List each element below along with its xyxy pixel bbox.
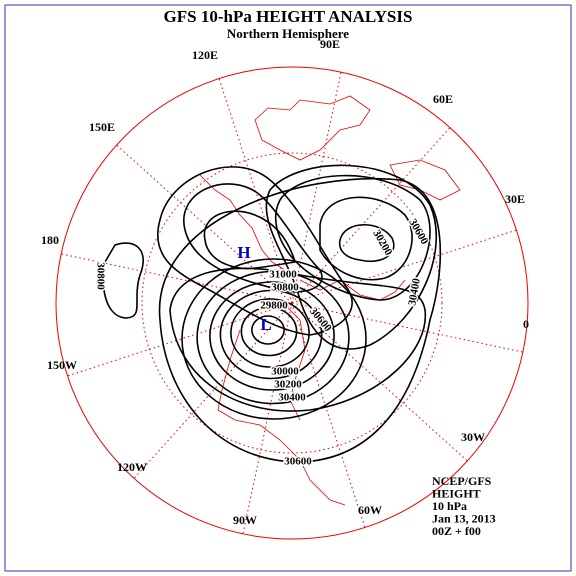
longitude-label: 0 [523,317,529,331]
meridian [291,229,517,304]
contours [102,164,442,463]
low-contours [181,258,367,420]
coastline [217,329,346,506]
low-marker: L [260,315,271,334]
longitude-label: 60E [433,92,453,106]
contour [240,306,298,357]
meridian [291,127,451,304]
contour-label: 30600 [284,456,312,468]
contour-label: 31000 [269,269,297,281]
coastline [299,279,406,301]
coastlines [199,95,461,506]
contour-label: 30800 [271,282,299,294]
coastline [279,299,306,421]
contour [169,267,427,412]
longitude-label: 90E [320,37,340,51]
contour [265,164,438,350]
contour-label: 30400 [278,392,306,404]
contour-label: 29800 [260,300,288,312]
coastline [389,159,461,201]
info-line: Jan 13, 2013 [432,511,496,525]
contour [319,196,413,281]
longitude-label: 180 [41,233,59,247]
contour [102,242,144,319]
meridian [291,302,366,528]
contour [251,315,285,345]
info-line: 00Z + f00 [432,524,481,538]
map-boundary [55,66,529,540]
meridian [61,253,293,304]
frame [4,4,572,572]
contour [157,166,353,336]
meridian [67,302,293,377]
meridian [291,302,468,462]
longitude-label: 120W [117,460,147,474]
latitude-circle [141,152,443,454]
meridian [291,302,523,353]
contour [209,281,335,391]
meridian [133,302,293,479]
meridian [291,72,342,304]
title: GFS 10-hPa HEIGHT ANALYSIS [164,7,413,26]
info-line: 10 hPa [432,499,467,513]
coastline [254,95,371,161]
meridian [116,144,293,304]
contour [219,289,323,380]
longitude-label: 30W [461,430,485,444]
contour [181,258,367,420]
info-line: NCEP/GFS [432,474,492,488]
contour-label: 30200 [274,379,302,391]
subtitle: Northern Hemisphere [227,26,349,41]
contour-label: 30800 [94,262,106,290]
contour-label: 30400 [406,277,423,307]
contour-label: 30000 [271,366,299,378]
info-line: HEIGHT [432,486,481,500]
contour [158,178,442,463]
high-marker: H [237,243,250,262]
contour [230,298,310,368]
contour [338,224,395,262]
longitude-label: 60W [358,503,382,517]
longitude-label: 150E [89,120,115,134]
longitude-label: 120E [192,48,218,62]
longitude-label: 150W [47,358,77,372]
longitude-label: 30E [505,192,525,206]
coastline [199,174,286,271]
contour [196,270,350,405]
longitude-label: 90W [233,513,257,527]
